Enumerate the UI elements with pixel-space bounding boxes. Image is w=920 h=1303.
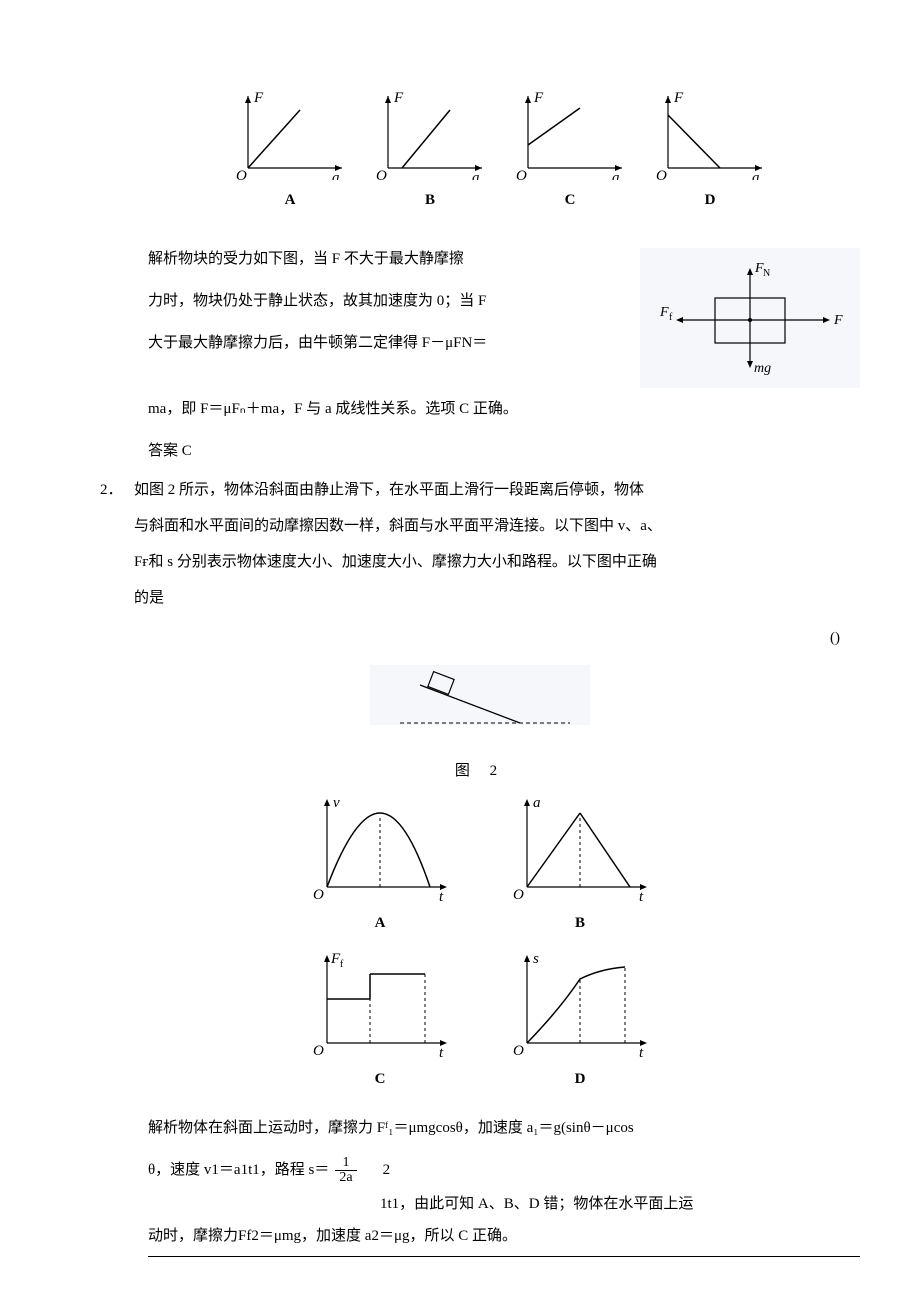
svg-text:a: a: [612, 170, 620, 180]
svg-text:f: f: [340, 959, 344, 970]
q1-line4: ma，即 F＝μFₙ＋ma，F 与 a 成线性关系。选项 C 正确。: [148, 388, 860, 430]
svg-text:mg: mg: [754, 361, 771, 376]
svg-text:t: t: [639, 889, 644, 903]
svg-text:O: O: [656, 168, 667, 180]
svg-text:a: a: [752, 170, 760, 180]
graph-B: F a O B: [370, 90, 490, 218]
q1-line1: 解析物块的受力如下图，当 F 不大于最大静摩擦: [148, 238, 620, 280]
svg-text:O: O: [513, 887, 524, 903]
q2-label-A: A: [375, 905, 386, 941]
q2-incline-figure: [100, 665, 860, 749]
svg-text:a: a: [533, 795, 541, 811]
graph-D-svg: F a O: [650, 90, 770, 180]
svg-text:t: t: [639, 1045, 644, 1059]
fraction: 1 2a: [335, 1156, 356, 1185]
label-D: D: [705, 182, 716, 218]
q2-number: 2．: [100, 472, 134, 508]
q1-solution: 解析物块的受力如下图，当 F 不大于最大静摩擦 力时，物块仍处于静止状态，故其加…: [100, 238, 860, 388]
q2-label-D: D: [575, 1061, 586, 1097]
svg-text:O: O: [313, 887, 324, 903]
q2-graph-A: v t O A: [305, 793, 455, 941]
q1-answer: 答案 C: [148, 430, 860, 472]
svg-text:f: f: [669, 312, 673, 323]
q2-line2: 与斜面和水平面间的动摩擦因数一样，斜面与水平面平滑连接。以下图中 v、a、: [134, 508, 860, 544]
label-B: B: [425, 182, 435, 218]
q1-option-graphs: F a O A F a O B F a O C: [140, 90, 860, 218]
q1-line2: 力时，物块仍处于静止状态，故其加速度为 0；当 F: [148, 280, 620, 322]
svg-text:F: F: [393, 90, 404, 106]
q2-line3: Fғ和 s 分别表示物体速度大小、加速度大小、摩擦力大小和路程。以下图中正确: [134, 544, 860, 580]
svg-text:s: s: [533, 951, 539, 967]
q2-label-C: C: [375, 1061, 386, 1097]
svg-text:O: O: [516, 168, 527, 180]
svg-text:t: t: [439, 889, 444, 903]
frac-den: 2a: [335, 1170, 356, 1185]
q2-label-B: B: [575, 905, 585, 941]
q2-paren: (): [100, 616, 840, 661]
svg-text:O: O: [376, 168, 387, 180]
svg-text:a: a: [332, 170, 340, 180]
svg-text:F: F: [833, 313, 843, 328]
q2-stem-row1: 2． 如图 2 所示，物体沿斜面由静止滑下，在水平面上滑行一段距离后停顿，物体: [100, 472, 860, 508]
q2-sol-line2a: θ，速度 v1＝a1t1，路程 s＝: [148, 1149, 329, 1191]
q2-sol-line1: 解析物体在斜面上运动时，摩擦力 Fᶠ₁＝μmgcosθ，加速度 a₁＝g(sin…: [148, 1107, 860, 1149]
q2-line4: 的是: [134, 580, 860, 616]
svg-text:a: a: [472, 170, 480, 180]
svg-text:F: F: [659, 305, 669, 320]
svg-text:O: O: [236, 168, 247, 180]
q2-graph-C: F f t O C: [305, 949, 455, 1097]
svg-text:O: O: [513, 1043, 524, 1059]
graph-D: F a O D: [650, 90, 770, 218]
label-A: A: [285, 182, 296, 218]
svg-text:F: F: [673, 90, 684, 106]
frac-num: 1: [338, 1156, 353, 1170]
svg-text:N: N: [763, 268, 770, 279]
svg-text:F: F: [533, 90, 544, 106]
q2-sol-line2b: 2: [383, 1149, 391, 1191]
svg-text:t: t: [439, 1045, 444, 1059]
q2-line1: 如图 2 所示，物体沿斜面由静止滑下，在水平面上滑行一段距离后停顿，物体: [134, 472, 644, 508]
q2-option-graphs: v t O A a t O B: [100, 793, 860, 1097]
q2-sol-line4: 动时，摩擦力Ff2＝μmg，加速度 a2＝μg，所以 C 正确。: [148, 1218, 860, 1257]
svg-text:F: F: [253, 90, 264, 106]
label-C: C: [565, 182, 576, 218]
svg-text:v: v: [333, 795, 340, 811]
q2-sol-line2: θ，速度 v1＝a1t1，路程 s＝ 1 2a 2: [148, 1149, 860, 1191]
q1-line3: 大于最大静摩擦力后，由牛顿第二定律得 F－μFN＝: [148, 322, 620, 364]
q2-graph-B: a t O B: [505, 793, 655, 941]
graph-A-svg: F a O: [230, 90, 350, 180]
free-body-diagram: F N mg F f F: [640, 248, 860, 388]
graph-B-svg: F a O: [370, 90, 490, 180]
graph-A: F a O A: [230, 90, 350, 218]
svg-text:O: O: [313, 1043, 324, 1059]
graph-C-svg: F a O: [510, 90, 630, 180]
graph-C: F a O C: [510, 90, 630, 218]
q2-sol-line3: 1t1，由此可知 A、B、D 错；物体在水平面上运: [380, 1191, 860, 1218]
q2-graph-D: s t O D: [505, 949, 655, 1097]
q2-fig-caption: 图 2: [100, 753, 860, 789]
